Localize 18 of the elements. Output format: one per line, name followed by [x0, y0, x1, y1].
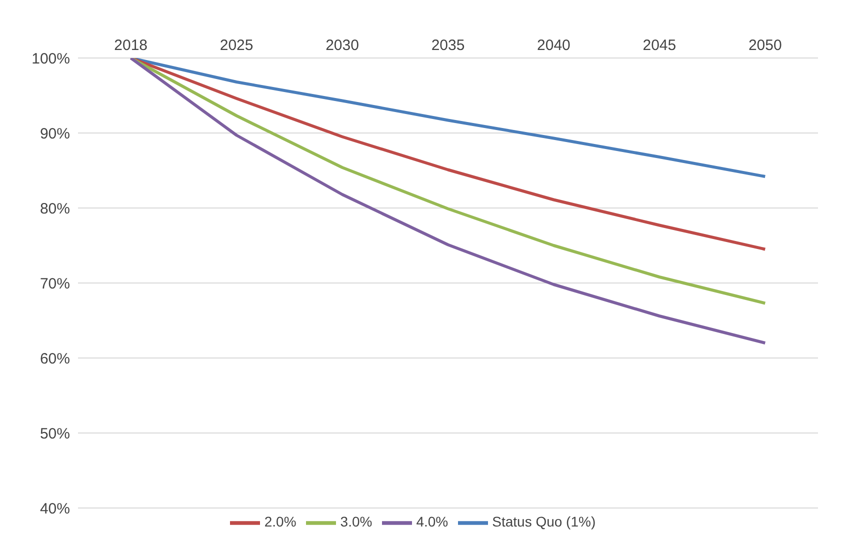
x-tick-label: 2050: [748, 37, 782, 54]
x-tick-label: 2045: [642, 37, 676, 54]
legend-label: 2.0%: [264, 514, 296, 530]
y-tick-label: 70%: [40, 275, 70, 292]
y-tick-label: 40%: [40, 500, 70, 518]
y-tick-label: 50%: [40, 425, 70, 442]
y-tick-label: 80%: [40, 200, 70, 218]
y-tick-label: 60%: [40, 350, 70, 368]
x-tick-label: 2030: [326, 37, 359, 54]
legend-label: 4.0%: [416, 514, 448, 530]
x-tick-label: 2040: [537, 37, 570, 54]
x-tick-label: 2018: [114, 37, 148, 54]
y-tick-label: 100%: [32, 50, 70, 68]
legend-label: Status Quo (1%): [492, 514, 596, 530]
x-tick-label: 2025: [220, 37, 254, 54]
y-tick-label: 90%: [40, 125, 70, 142]
legend-label: 3.0%: [340, 514, 372, 530]
x-tick-label: 2035: [431, 37, 465, 54]
